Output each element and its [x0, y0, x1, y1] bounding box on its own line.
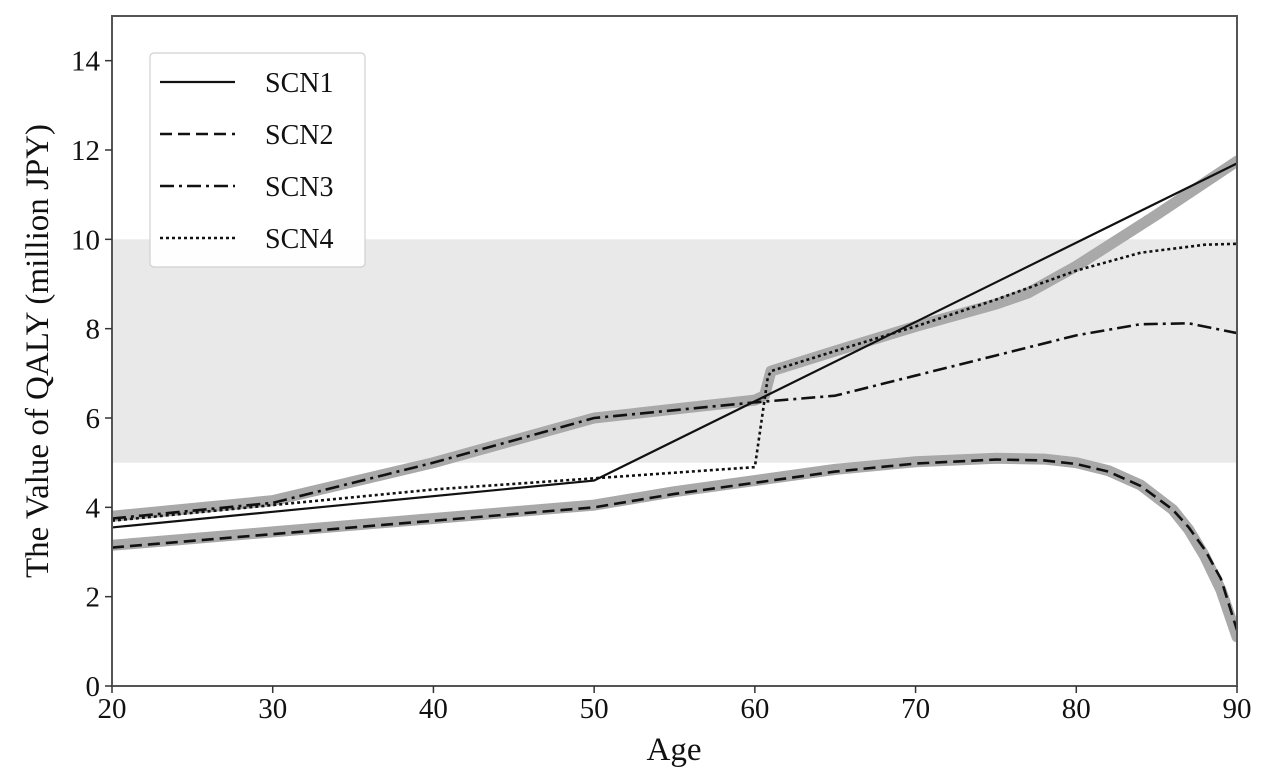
- x-axis-title: Age: [647, 732, 702, 768]
- y-tick-label: 0: [86, 671, 101, 703]
- series-line-scn1: [112, 162, 1237, 529]
- x-tick-label: 50: [580, 693, 609, 725]
- legend-box: [149, 52, 366, 268]
- y-tick-label: 6: [86, 403, 101, 435]
- series-line-scn3: [112, 322, 1237, 520]
- y-tick-label: 12: [71, 135, 100, 167]
- legend-label-scn1: SCN1: [265, 68, 333, 99]
- legend-label-scn2: SCN2: [265, 120, 333, 151]
- plot-frame: [111, 15, 1238, 687]
- y-tick-label: 14: [71, 46, 101, 78]
- x-tick-label: 40: [419, 693, 448, 725]
- legend: SCN1 SCN2 SCN3 SCN4: [149, 52, 366, 268]
- y-tick-label: 10: [71, 224, 100, 256]
- series-line-scn4: [112, 242, 1237, 523]
- x-tick-label: 70: [901, 693, 930, 725]
- series-line-scn2: [112, 458, 1237, 631]
- highlight-band-2: [112, 452, 1237, 643]
- y-tick-label: 8: [86, 314, 101, 346]
- series-layer: [112, 162, 1237, 631]
- x-tick-label: 80: [1062, 693, 1091, 725]
- y-tick-label: 4: [86, 492, 101, 524]
- x-tick-label: 20: [98, 693, 127, 725]
- x-axis: 20 30 40 50 60 70 80 90: [98, 686, 1252, 725]
- x-tick-label: 90: [1223, 693, 1252, 725]
- y-axis-title: The Value of QALY (million JPY): [20, 124, 56, 578]
- x-tick-label: 30: [258, 693, 287, 725]
- legend-label-scn4: SCN4: [265, 224, 333, 255]
- x-tick-label: 60: [740, 693, 769, 725]
- y-axis: 0 2 4 6 8 10 12 14: [71, 46, 112, 703]
- legend-label-scn3: SCN3: [265, 172, 333, 203]
- y-tick-label: 2: [86, 582, 101, 614]
